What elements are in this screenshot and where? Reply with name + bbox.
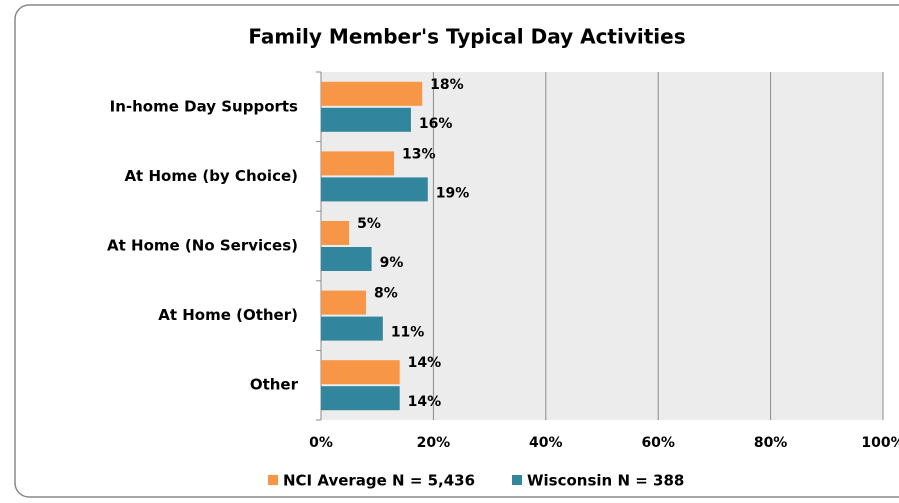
y-tick-label: At Home (by Choice) (124, 167, 298, 185)
y-tick-label: In-home Day Supports (110, 97, 298, 115)
bar (321, 316, 383, 341)
bar (321, 107, 411, 132)
data-label: 9% (380, 255, 404, 271)
x-tick-label: 100% (861, 435, 899, 451)
bar (321, 360, 400, 385)
bar (321, 151, 395, 176)
data-label: 14% (408, 394, 442, 410)
plot-area (321, 72, 883, 420)
x-tick-label: 0% (309, 435, 333, 451)
legend-swatch (268, 475, 278, 485)
x-tick-label: 60% (641, 435, 675, 451)
legend-label: Wisconsin N = 388 (527, 472, 684, 490)
bar (321, 81, 423, 106)
bar (321, 386, 400, 411)
x-tick-label: 40% (529, 435, 563, 451)
bar (321, 247, 372, 271)
data-label: 5% (357, 216, 381, 232)
bar (321, 177, 428, 202)
legend-swatch (512, 475, 522, 485)
y-tick-label: Other (250, 376, 299, 394)
data-label: 19% (436, 185, 470, 201)
data-label: 8% (374, 286, 398, 302)
y-tick-label: At Home (Other) (158, 306, 298, 324)
x-tick-label: 20% (417, 435, 451, 451)
data-label: 14% (408, 355, 442, 371)
bar (321, 221, 350, 245)
data-label: 18% (430, 77, 464, 93)
chart-title: Family Member's Typical Day Activities (248, 25, 685, 49)
y-tick-label: At Home (No Services) (107, 237, 298, 255)
data-label: 16% (419, 116, 453, 132)
bar (321, 290, 366, 315)
data-label: 13% (402, 146, 436, 162)
x-tick-label: 80% (754, 435, 788, 451)
data-label: 11% (391, 325, 425, 341)
legend-label: NCI Average N = 5,436 (283, 472, 475, 490)
